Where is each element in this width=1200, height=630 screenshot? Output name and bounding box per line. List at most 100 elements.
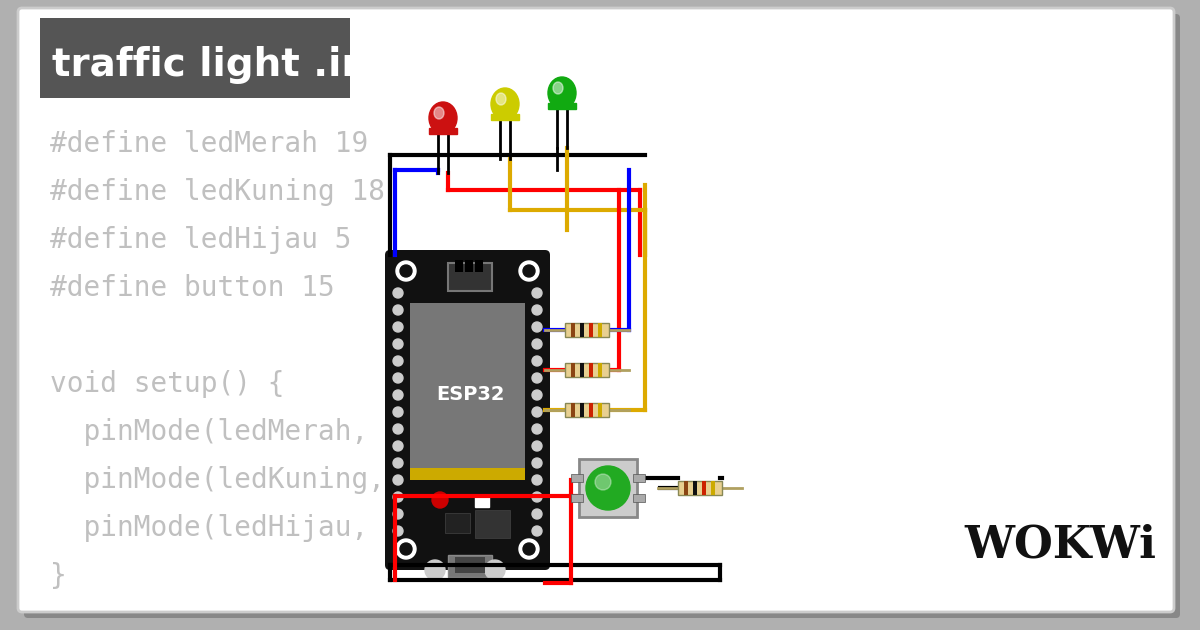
Bar <box>475 260 482 272</box>
Circle shape <box>532 356 542 366</box>
Bar <box>565 323 610 337</box>
Ellipse shape <box>548 77 576 109</box>
Text: pinMode(ledMerah, DU...: pinMode(ledMerah, DU... <box>50 418 469 446</box>
Circle shape <box>532 492 542 502</box>
Bar <box>580 363 584 377</box>
Text: #define ledHijau 5: #define ledHijau 5 <box>50 226 352 254</box>
Bar <box>634 494 646 502</box>
Bar <box>598 323 602 337</box>
FancyBboxPatch shape <box>18 8 1174 612</box>
Ellipse shape <box>430 102 457 134</box>
Bar <box>678 481 722 495</box>
Bar <box>430 128 457 134</box>
Bar <box>589 363 593 377</box>
Bar <box>571 363 575 377</box>
Circle shape <box>523 265 535 277</box>
FancyBboxPatch shape <box>24 14 1180 618</box>
Bar <box>455 557 485 573</box>
Circle shape <box>532 458 542 468</box>
Circle shape <box>400 265 412 277</box>
Bar <box>491 114 520 120</box>
Bar <box>466 260 473 272</box>
Ellipse shape <box>553 82 563 94</box>
Text: pinMode(ledKuning, OU...: pinMode(ledKuning, OU... <box>50 466 486 494</box>
Bar <box>571 494 583 502</box>
Bar <box>548 103 576 109</box>
Circle shape <box>394 373 403 383</box>
Text: #define ledKuning 18: #define ledKuning 18 <box>50 178 385 206</box>
Circle shape <box>394 441 403 451</box>
Circle shape <box>432 492 448 508</box>
Circle shape <box>394 390 403 400</box>
Circle shape <box>394 339 403 349</box>
Bar <box>475 497 490 507</box>
Circle shape <box>532 322 542 332</box>
Circle shape <box>394 322 403 332</box>
Bar <box>410 468 526 480</box>
Bar <box>634 474 646 482</box>
Ellipse shape <box>434 107 444 119</box>
Circle shape <box>532 407 542 417</box>
Circle shape <box>532 305 542 315</box>
Circle shape <box>400 543 412 555</box>
Bar <box>589 403 593 417</box>
Circle shape <box>396 261 416 281</box>
Ellipse shape <box>496 93 506 105</box>
Circle shape <box>523 543 535 555</box>
Bar <box>448 555 492 577</box>
Circle shape <box>532 373 542 383</box>
Circle shape <box>394 424 403 434</box>
Bar <box>580 459 637 517</box>
Bar <box>580 403 584 417</box>
Text: ESP32: ESP32 <box>436 386 504 404</box>
Circle shape <box>532 441 542 451</box>
Bar <box>571 403 575 417</box>
Bar <box>410 303 526 468</box>
Circle shape <box>394 305 403 315</box>
Bar <box>589 323 593 337</box>
Bar <box>694 481 697 495</box>
Circle shape <box>394 526 403 536</box>
Circle shape <box>394 475 403 485</box>
Bar <box>580 323 584 337</box>
Bar <box>710 481 715 495</box>
Bar <box>445 513 470 533</box>
Bar <box>448 263 492 291</box>
Text: pinMode(ledHijau, OUT...: pinMode(ledHijau, OUT... <box>50 514 486 542</box>
Circle shape <box>520 261 539 281</box>
Bar <box>571 474 583 482</box>
Circle shape <box>532 509 542 519</box>
Text: }: } <box>50 562 67 590</box>
Text: traffic light .ino: traffic light .ino <box>52 46 396 84</box>
Bar <box>571 323 575 337</box>
Circle shape <box>394 288 403 298</box>
Circle shape <box>394 407 403 417</box>
Bar <box>40 18 350 98</box>
FancyBboxPatch shape <box>385 250 550 570</box>
Bar <box>598 403 602 417</box>
Bar <box>565 403 610 417</box>
Ellipse shape <box>491 88 520 120</box>
Circle shape <box>532 339 542 349</box>
Circle shape <box>425 560 445 580</box>
Circle shape <box>394 492 403 502</box>
Circle shape <box>532 526 542 536</box>
Circle shape <box>532 475 542 485</box>
Bar <box>455 260 463 272</box>
Circle shape <box>394 356 403 366</box>
Text: #define ledMerah 19: #define ledMerah 19 <box>50 130 368 158</box>
Circle shape <box>394 509 403 519</box>
Text: WOKWi: WOKWi <box>964 524 1156 566</box>
Bar <box>684 481 688 495</box>
Text: void setup() {: void setup() { <box>50 370 284 398</box>
Circle shape <box>532 424 542 434</box>
Circle shape <box>396 539 416 559</box>
Bar <box>565 363 610 377</box>
Bar <box>702 481 706 495</box>
Text: #define button 15: #define button 15 <box>50 274 335 302</box>
Circle shape <box>532 390 542 400</box>
Circle shape <box>394 458 403 468</box>
Bar <box>475 510 510 538</box>
Circle shape <box>595 474 611 490</box>
Bar <box>598 363 602 377</box>
